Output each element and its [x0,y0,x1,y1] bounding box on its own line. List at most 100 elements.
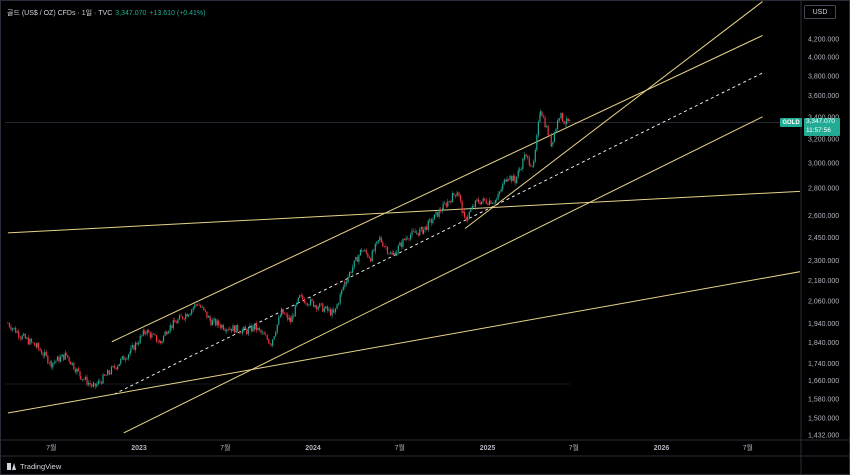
candle-body [21,335,23,339]
candle-body [326,306,329,311]
candle-body [385,246,387,248]
candle-body [96,383,98,387]
candle-body [541,111,543,117]
candle-body [252,325,254,332]
candle-body [456,193,458,197]
candle-body [454,195,457,197]
y-tick-label: 3,200.000 [808,137,839,144]
candle-body [250,325,252,332]
candle-body [221,324,223,328]
candle-body [194,304,196,308]
candle-body [451,193,454,203]
y-tick-label: 2,450.000 [808,235,839,242]
candle-body [391,252,393,255]
candle-body [288,317,290,320]
candle-body [309,299,312,305]
trendline-0[interactable] [111,35,763,343]
candle-body [84,376,87,380]
candle-body [563,121,565,124]
candle-body [64,352,66,360]
candle-body [172,320,174,329]
trendline-4[interactable] [7,265,835,414]
y-tick-label: 3,400.000 [808,114,839,121]
candle-body [438,209,440,217]
candle-body [255,323,257,331]
candle-body [409,234,412,240]
footer-brand[interactable]: TradingView [7,460,61,472]
candle-body [166,333,168,335]
candle-body [412,230,415,232]
countdown-timer: 11:57:56 [806,126,831,134]
trendline-2[interactable] [114,72,763,395]
candle-body [280,308,283,316]
candle-body [120,359,122,364]
y-tick-label: 2,600.000 [808,213,839,220]
x-tick-label: 7월 [220,443,230,452]
candle-body [555,129,557,133]
candle-body [210,320,212,326]
candle-body [268,339,270,344]
candles-group [7,109,571,390]
candle-body [355,257,357,261]
trendline-3[interactable] [7,190,835,234]
trendline-5[interactable] [464,1,763,229]
candle-body [187,314,190,317]
candle-body [284,313,286,315]
candle-body [16,331,18,333]
candle-body [105,375,107,376]
candle-body [15,327,17,333]
candle-body [424,226,426,230]
candle-body [453,193,455,196]
candle-body [417,232,419,236]
candle-body [254,323,256,330]
candle-body [297,297,299,303]
candle-body [477,199,480,203]
candle-body [426,226,428,230]
candle-body [537,122,539,136]
symbol-title[interactable]: 골드 (US$ / OZ) CFDs · 1일 · TVC [7,10,113,17]
candle-body [348,271,351,277]
candle-body [7,323,9,324]
candle-body [564,123,566,125]
tradingview-logo-icon [7,462,17,470]
candle-body [536,135,538,151]
candle-body [433,214,436,220]
candle-body [134,342,137,351]
candle-body [124,359,127,361]
candle-body [67,354,69,358]
candle-body [73,362,75,370]
candle-body [459,195,462,201]
candle-body [419,229,421,236]
candle-body [420,227,422,230]
candle-body [257,327,259,331]
candle-body [191,309,193,314]
candle-body [359,249,362,256]
currency-button[interactable]: USD [804,5,836,19]
candle-body [531,166,534,167]
candle-body [463,212,465,213]
candle-body [344,281,346,284]
candle-body [44,351,46,356]
candle-body [103,374,106,376]
candle-body [61,354,63,357]
candle-body [226,329,228,332]
candle-body [200,305,202,308]
candle-body [10,326,12,330]
candle-body [87,382,90,385]
candle-body [83,379,85,380]
candle-body [430,219,432,223]
candle-body [553,132,556,142]
candle-body [126,358,128,360]
candle-body [222,324,224,330]
candle-body [148,330,150,333]
candle-body [447,201,449,207]
x-tick-label: 2023 [131,445,147,452]
candle-body [311,299,313,302]
candle-body [519,169,521,171]
candle-body [271,339,274,346]
trendline-1[interactable] [123,116,763,434]
candle-body [52,362,54,368]
candle-body [445,203,447,207]
candle-body [303,299,305,303]
